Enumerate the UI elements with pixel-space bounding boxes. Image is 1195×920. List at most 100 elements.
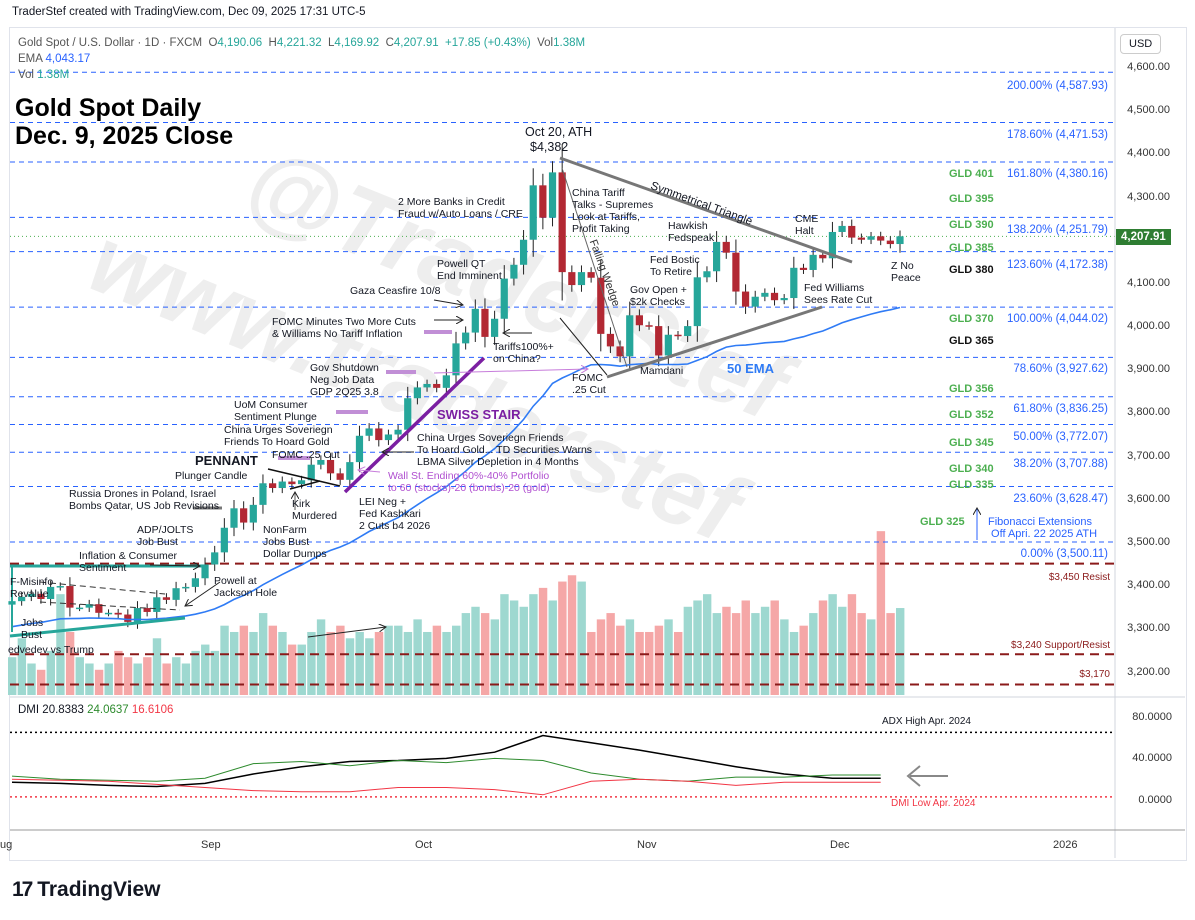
chart-annotation[interactable]: FOMC .25 Cut (572, 372, 606, 396)
chart-annotation[interactable]: Jobs Bust (21, 617, 44, 641)
volume-bar (760, 606, 770, 695)
volume-bar (625, 619, 635, 695)
volume-bar (847, 594, 857, 695)
chart-annotation[interactable]: NonFarm Jobs Bust Dollar Dumps (263, 524, 327, 560)
candle-body (346, 462, 354, 480)
volume-bar (789, 631, 799, 695)
candle-body (124, 614, 132, 622)
ema-label[interactable]: EMA (18, 53, 43, 65)
candle-body (191, 578, 199, 587)
chart-annotation[interactable]: Fed Williams Sees Rate Cut (804, 282, 873, 306)
chart-annotation[interactable]: Plunger Candle (175, 470, 248, 482)
chart-annotation[interactable]: ADP/JOLTS Job Bust (137, 524, 194, 548)
triangle-lower-line[interactable] (606, 305, 823, 379)
volume-bar (770, 600, 779, 695)
chart-annotation[interactable]: PENNANT (195, 453, 258, 468)
chart-annotation[interactable]: FOMC .25 Cut (272, 449, 340, 461)
chart-annotation[interactable]: China Tariff Talks - Supremes Look at Ta… (572, 187, 654, 235)
chart-annotation[interactable]: Oct 20, ATH (525, 125, 593, 139)
fib-label: 78.60% (3,927.62) (1013, 363, 1108, 375)
volume-bar (268, 625, 278, 695)
chart-annotation[interactable]: F-Misinfo Revalue (10, 576, 54, 600)
candle-body (761, 292, 769, 297)
chart-annotation[interactable]: China Urges Soveriegn Friends To Hoard G… (224, 424, 333, 448)
candle-body (394, 429, 402, 435)
volume-bar (799, 625, 808, 695)
arrow[interactable] (433, 299, 463, 305)
pennant-lower[interactable] (289, 480, 321, 490)
chart-annotation[interactable]: Tariffs100%+ on China? (493, 341, 554, 365)
volume-bar (471, 606, 480, 695)
flag-dashed-lower[interactable] (39, 601, 181, 611)
chart-annotation[interactable]: $4,382 (530, 140, 569, 154)
teal-support-line[interactable] (9, 616, 186, 638)
swiss-stair-line[interactable] (343, 356, 486, 494)
chart-annotation[interactable]: Russia Drones in Poland, Israel Bombs Qa… (69, 488, 219, 512)
flag-dashed-upper[interactable] (39, 581, 166, 595)
arrow[interactable] (307, 627, 386, 638)
gld-label: GLD 380 (949, 264, 994, 276)
volume-bar (587, 631, 596, 695)
volume-bar (143, 657, 152, 695)
candle-body (886, 240, 894, 245)
arrow[interactable] (358, 470, 381, 472)
volume-bar (384, 625, 393, 695)
candle-body (66, 586, 74, 608)
candle-body (365, 428, 373, 436)
vol-label[interactable]: Vol (18, 69, 34, 81)
volume-bar (191, 650, 200, 695)
chart-annotation[interactable]: Gaza Ceasfire 10/8 (350, 285, 441, 297)
price-axis-label: 3,200.00 (1127, 665, 1170, 678)
chart-annotation[interactable]: Powell QT End Imminent (437, 258, 502, 282)
pennant-upper[interactable] (267, 468, 341, 487)
falling-wedge-lower[interactable] (559, 317, 608, 376)
candle-body (635, 315, 643, 326)
chart-annotation[interactable]: Powell at Jackson Hole (214, 575, 278, 599)
chart-annotation[interactable]: Mamdani (640, 365, 684, 377)
chart-annotation[interactable]: Z No Peace (891, 260, 921, 284)
chart-annotation[interactable]: SWISS STAIR (437, 407, 521, 422)
candle-body (355, 435, 364, 463)
volume-bar (162, 663, 171, 695)
arrow[interactable] (185, 581, 221, 606)
candle-body (462, 332, 470, 344)
chart-annotation[interactable]: UoM Consumer Sentiment Plunge (234, 399, 317, 423)
chart-annotation[interactable]: edvedev vs Trump (8, 644, 94, 656)
candle-body (587, 272, 595, 278)
chart-annotation[interactable]: Gov Open + $2k Checks (630, 284, 687, 308)
triangle-upper-line[interactable] (559, 156, 853, 264)
falling-wedge-upper[interactable] (561, 167, 628, 368)
tradingview-logo[interactable]: 17 TradingView (12, 878, 161, 901)
chart-annotation[interactable]: China Urges Soveriegn Friends To Hoard G… (417, 432, 593, 468)
chart-annotation[interactable]: Wall St. Ending 60%-40% Portfolio to 60 … (388, 470, 550, 494)
current-price-label: 4,207.91 (1116, 229, 1171, 245)
chart-annotation[interactable]: FOMC Minutes Two More Cuts & Williams No… (272, 316, 416, 340)
gld-label: GLD 325 (920, 516, 965, 528)
chart-annotation[interactable]: 2 More Banks in Credit Fraud w/Auto Loan… (398, 196, 523, 220)
arrow[interactable] (433, 369, 588, 374)
volume-bar (828, 594, 837, 695)
candle-body (278, 481, 286, 489)
chart-annotation[interactable]: Inflation & Consumer Sentiment (79, 550, 178, 574)
volume-bar (548, 600, 557, 695)
volume-bar (741, 600, 750, 695)
chart-annotation[interactable]: Gov Shutdown Neg Job Data GDP 2Q25 3.8 (310, 362, 379, 398)
volume-bar (374, 631, 384, 695)
gld-label: GLD 385 (949, 242, 994, 254)
chart-annotation[interactable]: 50 EMA (727, 361, 774, 376)
candle-body (616, 346, 624, 357)
volume-bar (442, 631, 451, 695)
arrow[interactable] (149, 565, 200, 566)
currency-button[interactable]: USD (1120, 34, 1162, 54)
volume-bar (616, 625, 625, 695)
chart-annotation[interactable]: CME Halt (795, 213, 819, 237)
chart-annotation[interactable]: Fed Bostic To Retire (650, 254, 700, 278)
chart-annotation[interactable]: Kirk Murdered (292, 498, 337, 522)
volume-bar (500, 594, 509, 695)
symbol-name[interactable]: Gold Spot / U.S. Dollar · 1D · FXCM (18, 37, 203, 49)
chart-annotation[interactable]: LEI Neg + Fed Kashkari 2 Cuts b4 2026 (359, 496, 431, 532)
candle-body (162, 597, 171, 600)
fib-label: 38.20% (3,707.88) (1013, 458, 1108, 470)
chart-annotation[interactable]: Hawkish Fedspeak (668, 220, 715, 244)
